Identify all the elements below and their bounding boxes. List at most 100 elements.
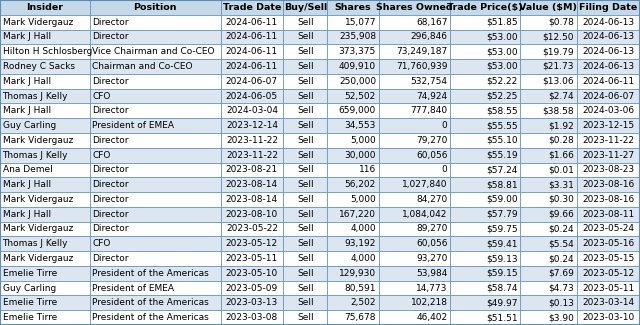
Text: Hilton H Schlosberg: Hilton H Schlosberg [3, 47, 92, 56]
Text: $13.06: $13.06 [543, 77, 574, 86]
Bar [0, 148, 90, 162]
Text: Sell: Sell [297, 239, 314, 248]
Bar [450, 103, 520, 118]
Bar [284, 236, 328, 251]
Text: Sell: Sell [297, 269, 314, 278]
Text: 2023-11-27: 2023-11-27 [582, 150, 634, 160]
Text: Guy Carling: Guy Carling [3, 121, 56, 130]
Text: Mark J Hall: Mark J Hall [3, 180, 51, 189]
Bar [577, 89, 640, 103]
Bar [0, 310, 90, 325]
Bar [520, 266, 577, 281]
Bar [577, 251, 640, 266]
Text: 80,591: 80,591 [344, 284, 376, 293]
Text: 74,924: 74,924 [417, 92, 447, 100]
Bar [450, 251, 520, 266]
Bar [450, 15, 520, 30]
Bar [328, 30, 378, 44]
Text: 2023-12-14: 2023-12-14 [226, 121, 278, 130]
Bar [284, 74, 328, 89]
Bar [328, 177, 378, 192]
Bar [90, 44, 221, 59]
Bar [221, 177, 284, 192]
Bar [0, 207, 90, 222]
Text: 68,167: 68,167 [416, 18, 447, 27]
Text: President of EMEA: President of EMEA [92, 121, 175, 130]
Bar [577, 192, 640, 207]
Text: President of EMEA: President of EMEA [92, 284, 175, 293]
Bar [0, 59, 90, 74]
Bar [520, 295, 577, 310]
Text: Sell: Sell [297, 136, 314, 145]
Text: 2024-03-06: 2024-03-06 [582, 106, 634, 115]
Bar [577, 236, 640, 251]
Bar [520, 162, 577, 177]
Bar [378, 74, 450, 89]
Bar [221, 295, 284, 310]
Bar [284, 118, 328, 133]
Bar [0, 251, 90, 266]
Text: Filing Date: Filing Date [579, 3, 637, 12]
Bar [378, 310, 450, 325]
Text: Mark Vidergauz: Mark Vidergauz [3, 18, 73, 27]
Text: 5,000: 5,000 [350, 195, 376, 204]
Text: $0.13: $0.13 [548, 298, 574, 307]
Text: Value ($M): Value ($M) [520, 3, 577, 12]
Text: 409,910: 409,910 [339, 62, 376, 71]
Bar [577, 44, 640, 59]
Bar [90, 251, 221, 266]
Text: 15,077: 15,077 [344, 18, 376, 27]
Text: $52.22: $52.22 [486, 77, 518, 86]
Bar [450, 59, 520, 74]
Bar [577, 74, 640, 89]
Bar [328, 295, 378, 310]
Bar [450, 133, 520, 148]
Bar [520, 103, 577, 118]
Bar [284, 266, 328, 281]
Bar [90, 310, 221, 325]
Text: $59.13: $59.13 [486, 254, 518, 263]
Text: 60,056: 60,056 [416, 150, 447, 160]
Text: Director: Director [92, 165, 129, 175]
Bar [450, 192, 520, 207]
Bar [90, 236, 221, 251]
Text: Sell: Sell [297, 62, 314, 71]
Text: President of the Americas: President of the Americas [92, 313, 209, 322]
Bar [284, 103, 328, 118]
Text: 167,220: 167,220 [339, 210, 376, 219]
Text: 53,984: 53,984 [416, 269, 447, 278]
Text: Sell: Sell [297, 313, 314, 322]
Bar [520, 15, 577, 30]
Bar [0, 44, 90, 59]
Text: CFO: CFO [92, 92, 111, 100]
Text: Sell: Sell [297, 195, 314, 204]
Bar [520, 118, 577, 133]
Bar [577, 133, 640, 148]
Text: $21.73: $21.73 [543, 62, 574, 71]
Text: 2023-05-15: 2023-05-15 [582, 254, 634, 263]
Bar [450, 89, 520, 103]
Text: Trade Date: Trade Date [223, 3, 281, 12]
Bar [90, 74, 221, 89]
Bar [328, 222, 378, 236]
Bar [90, 222, 221, 236]
Bar [284, 148, 328, 162]
Text: 2023-12-15: 2023-12-15 [582, 121, 634, 130]
Bar [90, 59, 221, 74]
Bar [284, 192, 328, 207]
Bar [328, 74, 378, 89]
Text: Sell: Sell [297, 18, 314, 27]
Text: 1,084,042: 1,084,042 [402, 210, 447, 219]
Bar [577, 103, 640, 118]
Text: 2023-05-11: 2023-05-11 [582, 284, 634, 293]
Text: $38.58: $38.58 [543, 106, 574, 115]
Bar [0, 133, 90, 148]
Text: $12.50: $12.50 [543, 32, 574, 41]
Text: 2024-06-11: 2024-06-11 [582, 77, 634, 86]
Text: $0.28: $0.28 [548, 136, 574, 145]
Text: Sell: Sell [297, 298, 314, 307]
Text: $53.00: $53.00 [486, 47, 518, 56]
Text: 2024-03-04: 2024-03-04 [226, 106, 278, 115]
Text: 75,678: 75,678 [344, 313, 376, 322]
Bar [284, 30, 328, 44]
